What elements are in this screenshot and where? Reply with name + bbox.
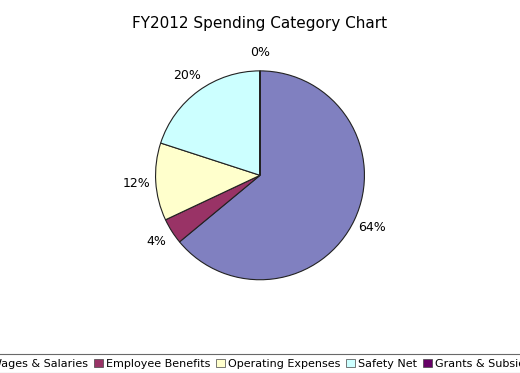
Wedge shape [155, 143, 260, 220]
Text: 12%: 12% [123, 176, 151, 189]
Title: FY2012 Spending Category Chart: FY2012 Spending Category Chart [133, 16, 387, 31]
Text: 64%: 64% [358, 221, 385, 234]
Text: 4%: 4% [146, 235, 166, 248]
Wedge shape [165, 175, 260, 242]
Wedge shape [161, 71, 260, 175]
Text: 0%: 0% [250, 46, 270, 59]
Legend: Wages & Salaries, Employee Benefits, Operating Expenses, Safety Net, Grants & Su: Wages & Salaries, Employee Benefits, Ope… [0, 354, 520, 373]
Text: 20%: 20% [174, 69, 201, 82]
Wedge shape [179, 71, 365, 280]
